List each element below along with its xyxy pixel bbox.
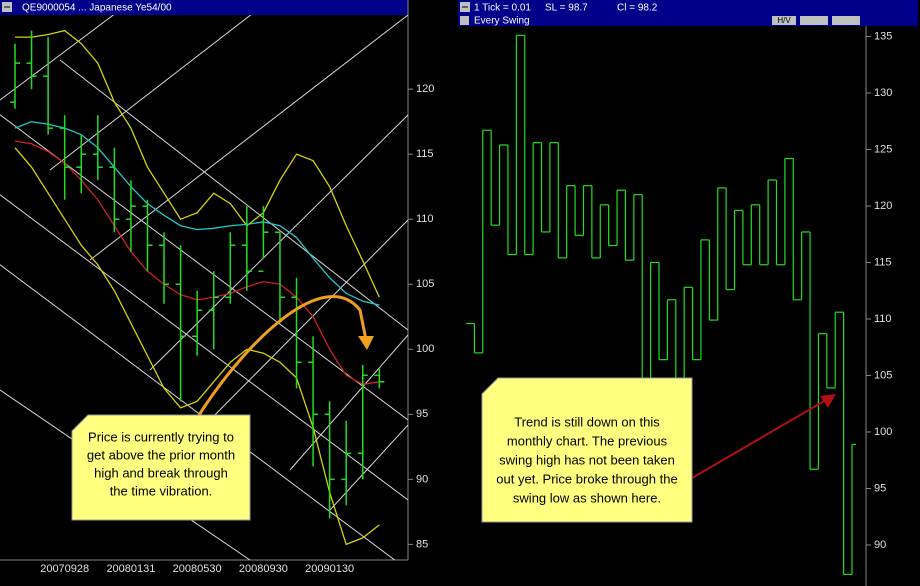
arrow [188, 295, 368, 431]
header-info: Cl = 98.2 [617, 3, 658, 14]
note [481, 377, 693, 523]
diagonal [59, 59, 408, 331]
annotation: Trend is still down on this [514, 414, 660, 429]
y-tick-label: 135 [874, 30, 892, 42]
y-tick-label: 120 [874, 200, 892, 212]
x-tick-label: 20090130 [305, 563, 354, 575]
overlay-line [14, 120, 380, 306]
diagonal [149, 114, 408, 371]
sub-bar [458, 15, 918, 26]
title-bar [458, 0, 918, 15]
y-tick-label: 90 [416, 473, 428, 485]
y-tick-label: 115 [416, 148, 434, 160]
title-bar [0, 0, 408, 15]
annotation: swing low as shown here. [513, 490, 661, 505]
y-tick-label: 100 [874, 426, 892, 438]
annotation: out yet. Price broke through the [496, 471, 677, 486]
diagonal [0, 194, 408, 501]
y-tick-label: 85 [416, 538, 428, 550]
chart-subtitle: Every Swing [474, 16, 530, 27]
annotation: high and break through [94, 465, 228, 480]
header-info: 1 Tick = 0.01 [474, 3, 531, 14]
y-tick-label: 90 [874, 539, 886, 551]
diagonal [0, 114, 408, 421]
note-right: Trend is still down on this monthly chart… [481, 377, 693, 523]
diagonal [0, 15, 115, 101]
right-header: 1 Tick = 0.01 SL = 98.7 Cl = 98.2 Every … [458, 0, 918, 27]
diagonal [199, 219, 408, 431]
left-header: QE9000054 ... Japanese Ye54/00 [0, 0, 408, 15]
annotation: monthly chart. The previous [507, 433, 668, 448]
diagonal [0, 264, 396, 560]
y-tick-label: 110 [416, 213, 434, 225]
y-tick-label: 105 [416, 278, 434, 290]
y-tick-label: 130 [874, 87, 892, 99]
y-tick-label: 125 [874, 143, 892, 155]
arrow-head [358, 336, 374, 350]
overlay-line [14, 147, 380, 546]
x-tick-label: 20080930 [239, 563, 288, 575]
diagonal [89, 15, 408, 261]
arrow [667, 399, 827, 493]
note [71, 414, 251, 521]
diagonal [289, 334, 408, 471]
window-title: QE9000054 ... Japanese Ye54/00 [22, 3, 172, 14]
annotation: get above the prior month [87, 447, 235, 462]
x-tick-label: 20080131 [106, 563, 155, 575]
plots: 85 90 95 100 105 110 115 120 20070928 20080131 200… [10, 29, 892, 575]
annotation: swing high has not been taken [499, 452, 675, 467]
x-tick-label: 20070928 [40, 563, 89, 575]
diagonals [0, 15, 408, 560]
toolbar-button[interactable] [772, 16, 796, 25]
window-button[interactable] [460, 16, 469, 25]
diagonal [329, 424, 408, 511]
header-info: SL = 98.7 [545, 3, 588, 14]
x-tick-label: 20080530 [173, 563, 222, 575]
diagonal [49, 15, 252, 171]
y-tick-label: 120 [416, 83, 434, 95]
button-label: H/V [777, 16, 791, 25]
overlay-line [15, 29, 380, 298]
toolbar-button[interactable] [800, 16, 828, 25]
annotation: Price is currently trying to [88, 429, 234, 444]
y-tick-label: 115 [874, 256, 892, 268]
annotation: the time vibration. [110, 483, 213, 498]
y-tick-label: 105 [874, 369, 892, 381]
y-tick-label: 95 [416, 408, 428, 420]
toolbar-button[interactable] [832, 16, 860, 25]
y-tick-label: 110 [874, 313, 892, 325]
arrow-head [820, 394, 836, 408]
y-tick-label: 100 [416, 343, 434, 355]
y-tick-label: 95 [874, 482, 886, 494]
note-left: Price is currently trying to get above th… [71, 414, 251, 521]
